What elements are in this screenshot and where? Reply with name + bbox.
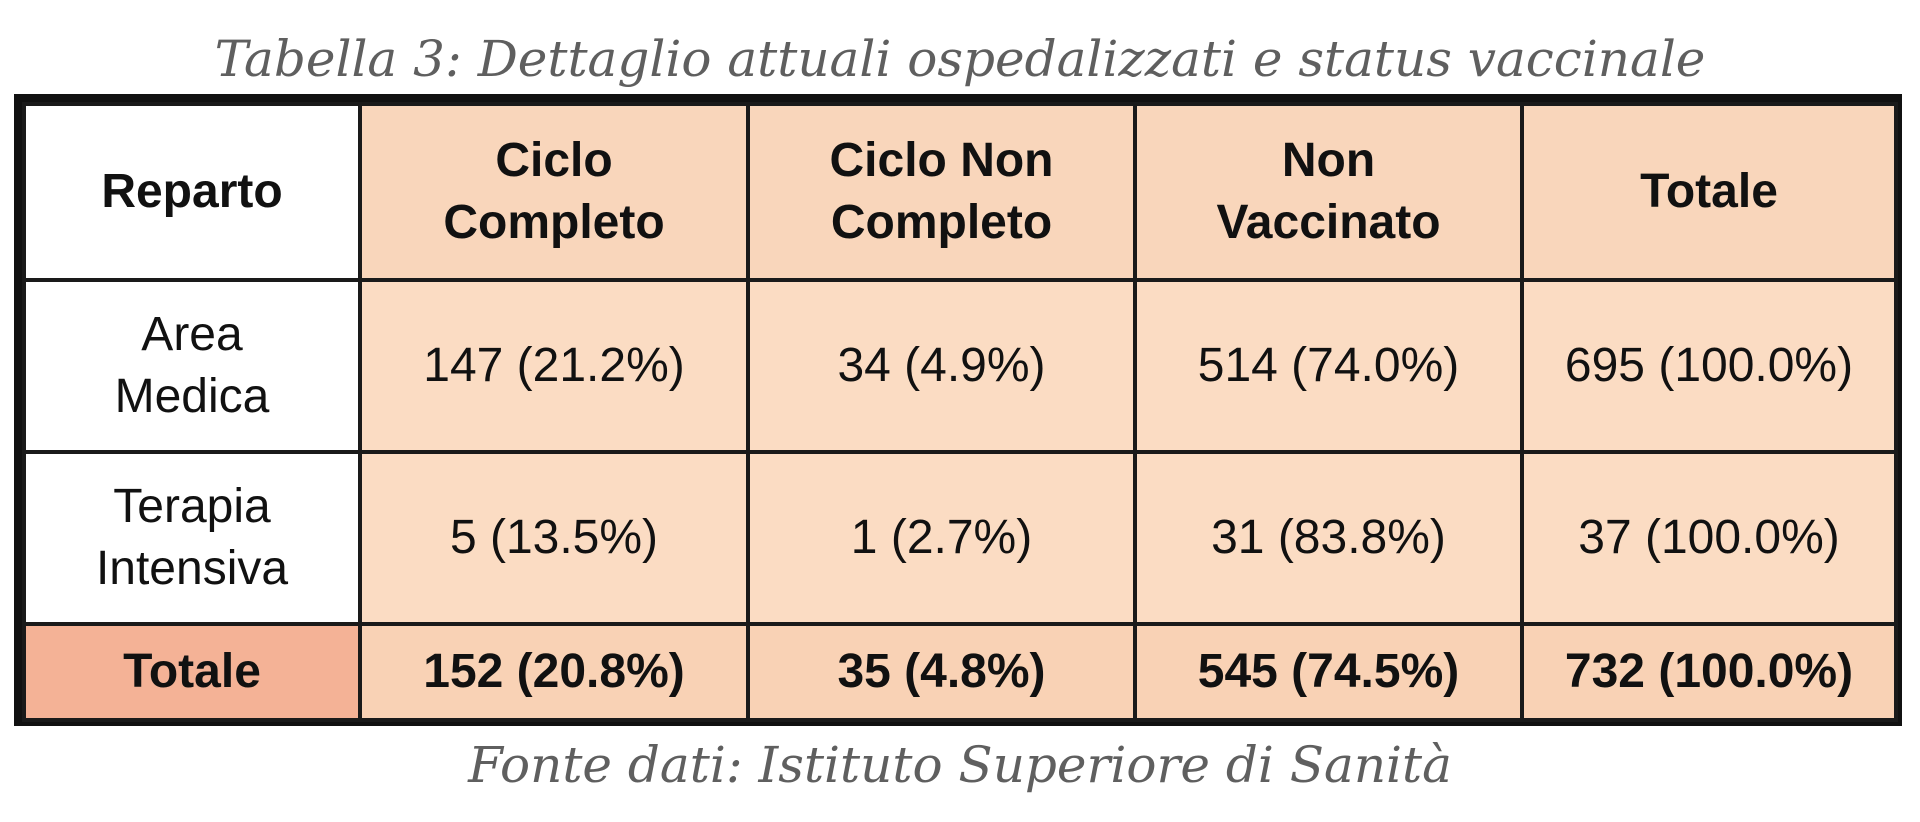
table-row: Area Medica 147 (21.2%) 34 (4.9%) 514 (74…	[22, 278, 1898, 454]
cell-area-medica-totale: 695 (100.0%)	[1520, 278, 1898, 454]
source-note: Fonte dati: Istituto Superiore di Sanità	[468, 736, 1452, 794]
cell-totale-non-vaccinato: 545 (74.5%)	[1133, 622, 1524, 722]
cell-totale-ciclo-completo: 152 (20.8%)	[358, 622, 750, 722]
table-total-row: Totale 152 (20.8%) 35 (4.8%) 545 (74.5%)…	[22, 622, 1898, 722]
cell-area-medica-ciclo-completo: 147 (21.2%)	[358, 278, 750, 454]
cell-terapia-intensiva-ciclo-non-completo: 1 (2.7%)	[746, 450, 1137, 626]
hospitalization-table: Reparto Ciclo Completo Ciclo Non Completo …	[22, 102, 1898, 722]
table-row: Terapia Intensiva 5 (13.5%) 1 (2.7%) 31 (…	[22, 450, 1898, 626]
cell-totale-totale: 732 (100.0%)	[1520, 622, 1898, 722]
header-reparto: Reparto	[22, 102, 362, 282]
cell-terapia-intensiva-ciclo-completo: 5 (13.5%)	[358, 450, 750, 626]
row-label-area-medica: Area Medica	[22, 278, 362, 454]
row-label-terapia-intensiva: Terapia Intensiva	[22, 450, 362, 626]
header-non-vaccinato: Non Vaccinato	[1133, 102, 1524, 282]
cell-terapia-intensiva-totale: 37 (100.0%)	[1520, 450, 1898, 626]
cell-terapia-intensiva-non-vaccinato: 31 (83.8%)	[1133, 450, 1524, 626]
table-header-row: Reparto Ciclo Completo Ciclo Non Completo …	[22, 102, 1898, 282]
header-ciclo-completo: Ciclo Completo	[358, 102, 750, 282]
row-label-totale: Totale	[22, 622, 362, 722]
table-caption: Tabella 3: Dettaglio attuali ospedalizza…	[214, 30, 1706, 88]
cell-totale-ciclo-non-completo: 35 (4.8%)	[746, 622, 1137, 722]
header-totale: Totale	[1520, 102, 1898, 282]
cell-area-medica-non-vaccinato: 514 (74.0%)	[1133, 278, 1524, 454]
header-ciclo-non-completo: Ciclo Non Completo	[746, 102, 1137, 282]
hospitalization-table-frame: Reparto Ciclo Completo Ciclo Non Completo …	[14, 94, 1902, 726]
cell-area-medica-ciclo-non-completo: 34 (4.9%)	[746, 278, 1137, 454]
